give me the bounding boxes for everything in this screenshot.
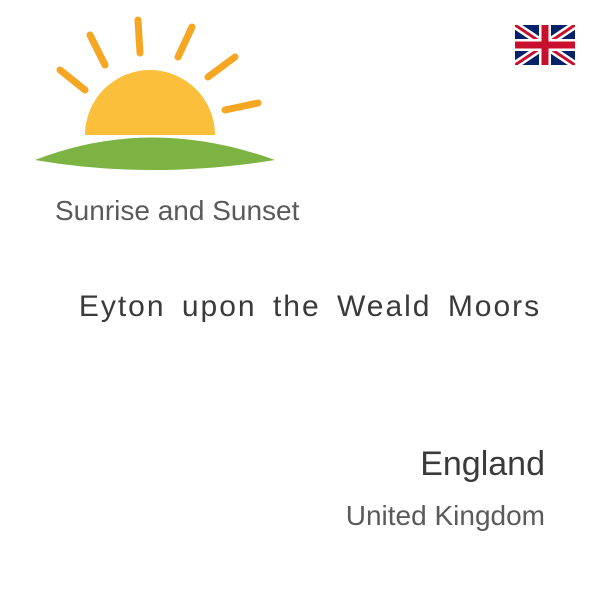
region-name: England <box>420 445 545 484</box>
sunrise-icon <box>30 15 280 195</box>
country-name: United Kingdom <box>346 500 545 532</box>
page-heading: Sunrise and Sunset <box>55 195 299 227</box>
uk-flag-icon <box>515 25 575 65</box>
location-name: Eyton upon the Weald Moors <box>70 290 550 324</box>
